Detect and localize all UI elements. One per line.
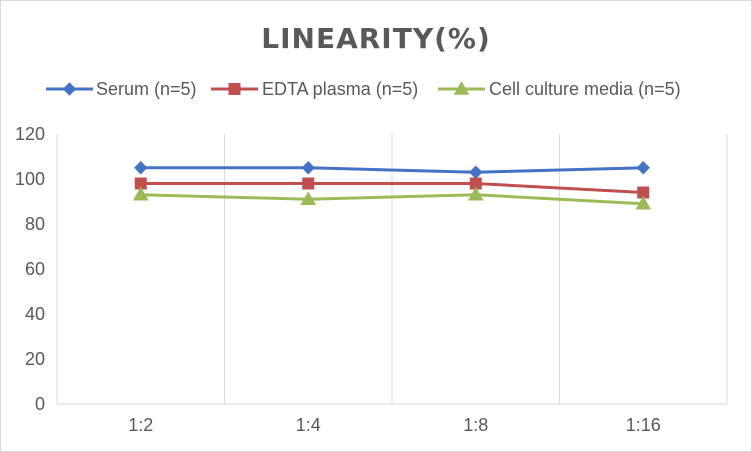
chart-title: LINEARITY(%) (261, 22, 491, 55)
grid (56, 134, 728, 404)
legend-marker (453, 80, 470, 95)
data-point (636, 161, 650, 175)
data-point (635, 195, 652, 210)
y-tick-label: 80 (25, 214, 45, 234)
series-line (139, 193, 645, 206)
data-point (300, 191, 317, 205)
y-tick-label: 60 (25, 259, 45, 279)
series-line (139, 166, 645, 174)
y-tick-label: 100 (15, 169, 45, 189)
data-point (132, 186, 149, 201)
data-point (301, 161, 315, 175)
legend-item: Serum (n=5) (46, 79, 197, 99)
y-tick-label: 20 (25, 349, 45, 369)
y-tick-label: 120 (15, 124, 45, 144)
y-tick-label: 0 (35, 394, 45, 414)
legend-marker (228, 83, 241, 95)
y-tick-label: 40 (25, 304, 45, 324)
data-point (134, 161, 148, 175)
series-2 (132, 186, 652, 210)
legend-marker (62, 82, 77, 96)
legend-label: Serum (n=5) (96, 79, 197, 99)
x-tick-label: 1:8 (463, 415, 488, 435)
legend-label: EDTA plasma (n=5) (262, 79, 418, 99)
data-point (467, 186, 484, 201)
data-point (302, 177, 315, 190)
legend: Serum (n=5) EDTA plasma (n=5) Cell culture… (46, 79, 681, 99)
x-tick-label: 1:16 (626, 415, 661, 435)
x-tick-label: 1:2 (128, 415, 153, 435)
legend-label: Cell culture media (n=5) (489, 79, 681, 99)
series-layer (132, 161, 652, 210)
x-tick-label: 1:4 (296, 415, 321, 435)
legend-item: EDTA plasma (n=5) (211, 79, 418, 99)
series-line (139, 182, 645, 194)
legend-item: Cell culture media (n=5) (438, 79, 681, 99)
axes: 0 20 40 60 80 100 120 1:2 1:4 1:8 1:16 (15, 124, 727, 435)
data-point (469, 165, 483, 179)
